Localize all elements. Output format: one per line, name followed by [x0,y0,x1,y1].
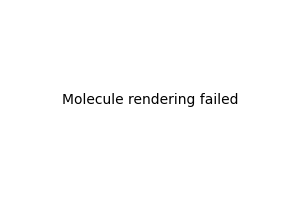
Text: Molecule rendering failed: Molecule rendering failed [62,93,238,107]
